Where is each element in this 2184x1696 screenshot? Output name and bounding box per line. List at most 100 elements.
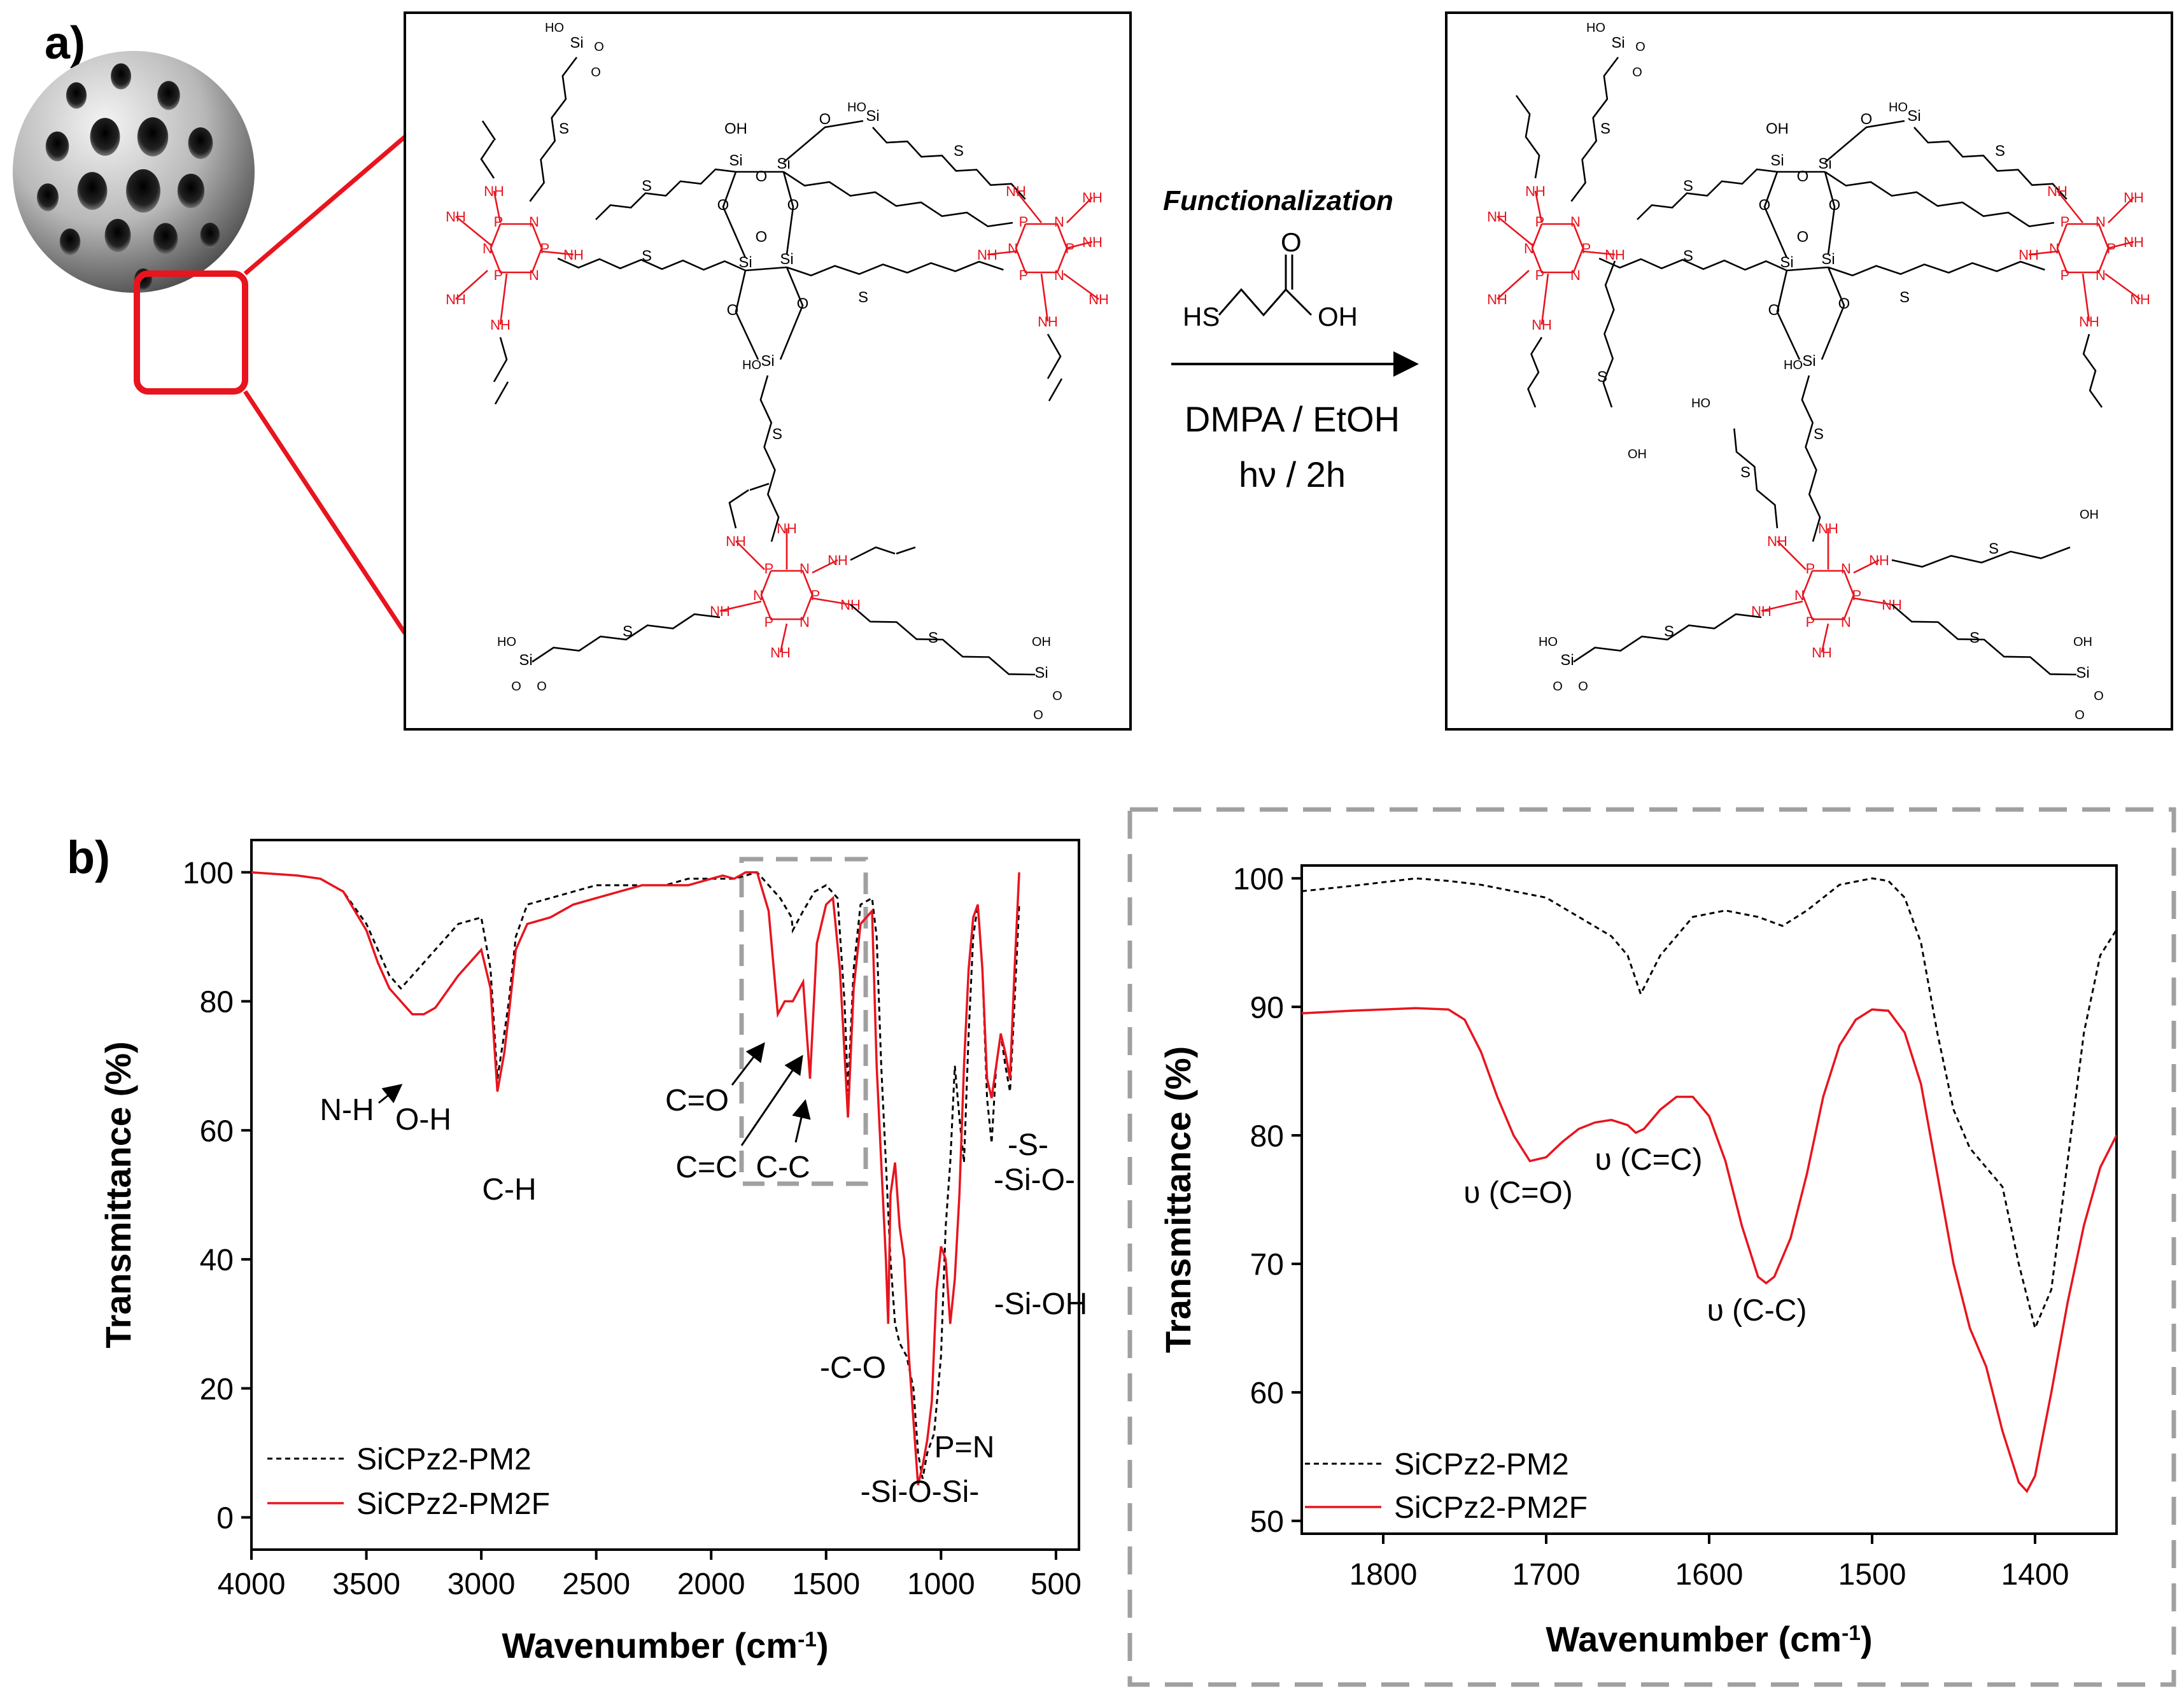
atom-label: NH: [2124, 190, 2144, 206]
reagent-hs-label: HS: [1183, 302, 1220, 332]
x-axis-label-exponent: -1: [1842, 1622, 1861, 1645]
bond: [2108, 241, 2134, 249]
atom-label: NH: [1818, 521, 1838, 536]
inset-frame: [1127, 807, 2176, 1687]
atom-label: O: [511, 680, 521, 694]
atom-label: P: [540, 241, 550, 256]
pore: [137, 117, 169, 157]
bond: [1527, 337, 1543, 408]
annotation: -Si-OH: [994, 1287, 1088, 1321]
bond: [541, 250, 574, 256]
reagent-carbonyl-o: O: [1281, 227, 1302, 257]
atom-label: S: [1597, 368, 1607, 386]
atom-label: HO: [1784, 358, 1803, 372]
conditions-line1: DMPA / EtOH: [1185, 399, 1400, 439]
atom-label: NH: [1487, 209, 1507, 225]
atom-label: S: [1995, 143, 2005, 160]
atom-label: NH: [1038, 314, 1058, 330]
atom-label: N: [1570, 214, 1581, 230]
bond: [480, 139, 495, 179]
bond: [1046, 333, 1062, 379]
x-tick-label: 1800: [1349, 1558, 1418, 1592]
x-tick-label: 1500: [792, 1567, 860, 1601]
atom-label: S: [642, 248, 652, 265]
bond: [532, 613, 721, 663]
pore: [77, 172, 108, 210]
x-axis-label: Wavenumber (cm-1): [1546, 1619, 1872, 1659]
atom-label: NH: [1088, 291, 1109, 307]
atom-label: NH: [1532, 317, 1552, 333]
bond: [1497, 270, 1530, 300]
pore: [90, 118, 120, 156]
bond: [1828, 260, 2045, 277]
bond: [1824, 171, 2055, 228]
atom-label: N: [1794, 587, 1805, 603]
mercaptopropionic-acid: HS O OH: [1183, 227, 1358, 332]
bond: [2056, 223, 2110, 274]
bond: [2082, 273, 2090, 322]
x-tick-label: 1500: [1838, 1558, 1906, 1592]
bond: [735, 270, 759, 360]
atom-label: O: [756, 168, 768, 185]
bond: [1763, 171, 1788, 258]
atom-label: Si: [761, 353, 774, 370]
atom-label: N: [753, 587, 763, 603]
y-axis-label: Transmittance (%): [98, 1041, 138, 1348]
bond: [719, 600, 762, 612]
bond: [1853, 597, 1892, 606]
atom-label: P: [1019, 214, 1029, 230]
x-tick-label: 500: [1031, 1567, 1081, 1601]
atom-label: NH: [446, 209, 466, 225]
atom-label: O: [591, 66, 601, 80]
atom-label: HO: [1586, 21, 1605, 35]
x-tick-label: 3500: [332, 1567, 400, 1601]
atom-label: Si: [729, 152, 742, 169]
atom-label: S: [623, 623, 633, 640]
bond: [490, 223, 543, 274]
atom-label: NH: [1605, 247, 1625, 263]
functionalization-title: Functionalization: [1163, 185, 1393, 216]
bond: [896, 546, 916, 555]
bond: [493, 337, 508, 382]
atom-label: S: [858, 289, 868, 306]
bond: [455, 215, 491, 246]
atom-label: P: [764, 561, 774, 577]
pore: [36, 183, 59, 211]
atom-label: O: [1797, 168, 1809, 185]
legend-label: SiCPz2-PM2: [356, 1443, 532, 1476]
bond: [481, 120, 497, 141]
atom-label: Si: [1821, 251, 1835, 268]
atom-label: NH: [484, 183, 504, 199]
ir-spectrum-zoom: 1800 1700 1600 1500 1400 50 60 70 80 90 100 Wavenum…: [1158, 862, 2118, 1659]
atom-label: N: [1570, 267, 1581, 283]
x-tick-label: 2000: [677, 1567, 745, 1601]
atom-label: P: [1535, 267, 1545, 283]
atom-label: O: [537, 680, 547, 694]
atom-label: N: [529, 267, 539, 283]
atom-label: P: [2107, 241, 2117, 256]
atom-label: HO: [847, 101, 866, 115]
atom-label: P: [494, 267, 504, 283]
mesoporous-sphere: [13, 51, 255, 293]
annotation: -Si-O-: [994, 1163, 1075, 1197]
atom-label: NH: [2018, 247, 2039, 263]
y-tick-label: 80: [1250, 1119, 1284, 1153]
legend-label: SiCPz2-PM2: [1394, 1448, 1569, 1482]
atom-label: P: [1852, 587, 1862, 603]
atom-label: P: [2061, 267, 2070, 283]
series-line-sicpz2-pm2: [1302, 877, 2117, 1331]
bond: [1602, 260, 1616, 408]
series-line-sicpz2-pm2f: [251, 871, 1020, 1486]
bond: [722, 171, 747, 258]
atom-label: N: [2096, 214, 2106, 230]
y-tick-label: 20: [200, 1373, 234, 1406]
annotation: O-H: [395, 1103, 451, 1137]
atom-label: P: [1066, 241, 1075, 256]
bond: [1824, 120, 1905, 163]
annotation: C-C: [756, 1151, 810, 1184]
x-tick-label: 3000: [447, 1567, 516, 1601]
annotation: -C-O: [820, 1351, 886, 1385]
atom-label: S: [1989, 540, 1999, 557]
bond: [1040, 273, 1049, 322]
pore: [66, 82, 87, 109]
